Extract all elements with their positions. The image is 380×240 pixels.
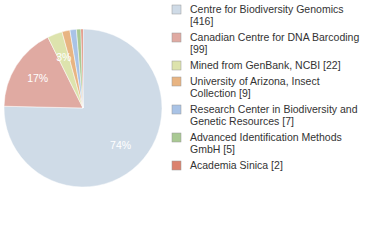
legend-label: Canadian Centre for DNA Barcoding[99] [190,31,359,55]
legend-swatch [172,105,181,114]
data-label: 74% [110,139,131,151]
legend-swatch [172,133,181,142]
legend-swatch [172,5,181,14]
plot-area [4,29,162,187]
slice [70,29,83,108]
legend-label: Academia Sinica [2] [190,159,283,171]
legend-label: Advanced Identification MethodsGmbH [5] [190,131,342,155]
slice [81,29,83,108]
legend-label: Mined from GenBank, NCBI [22] [190,59,341,71]
legend: Centre for Biodiversity Genomics[416] Can… [172,3,359,171]
legend-swatch [172,77,181,86]
legend-label: University of Arizona, InsectCollection … [190,75,320,99]
slices [4,29,162,187]
pie-center: 74% 17% 3% [27,51,131,152]
chart: 74% 17% 3% Centre for Biodiversity Genomics… [0,0,380,240]
legend-label: Centre for Biodiversity Genomics[416] [190,3,343,27]
data-label: 17% [27,72,48,84]
data-label: 3% [56,51,71,63]
legend-swatch [172,161,181,170]
slice [4,29,162,187]
legend-swatch [172,33,181,42]
legend-label: Research Center in Biodiversity andGenet… [190,103,358,127]
slice [76,29,83,108]
legend-swatch [172,61,181,70]
